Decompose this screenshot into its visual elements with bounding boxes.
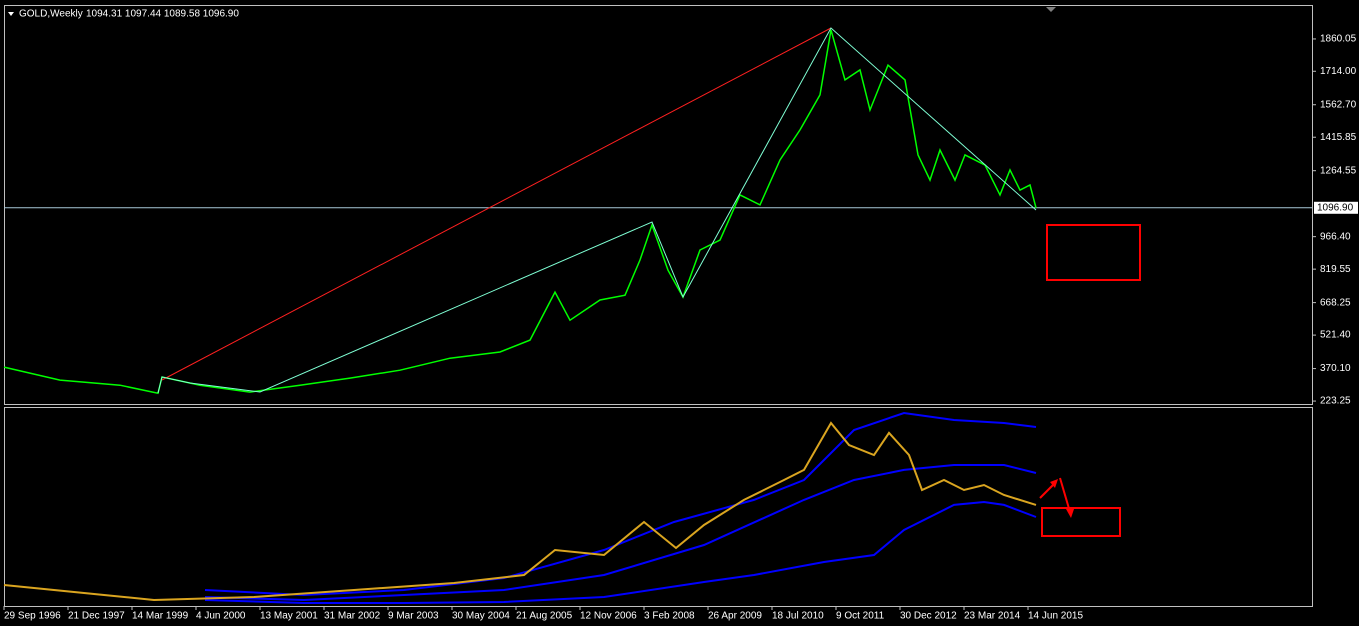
- x-tick-label: 21 Dec 1997: [68, 611, 125, 622]
- y-tick-label: 1264.55: [1320, 165, 1357, 176]
- price-line: [204, 500, 1037, 604]
- x-tick-label: 14 Mar 1999: [132, 611, 189, 622]
- y-tick-label: 1714.00: [1320, 66, 1357, 77]
- x-tick-label: 30 May 2004: [452, 611, 510, 622]
- x-tick-label: 12 Nov 2006: [580, 611, 637, 622]
- x-tick-label: 21 Aug 2005: [516, 611, 573, 622]
- bid-label: 1096.90: [1317, 202, 1354, 213]
- x-tick-label: 29 Sep 1996: [4, 611, 61, 622]
- price-line: [204, 411, 1037, 597]
- y-tick-label: 521.40: [1320, 330, 1351, 341]
- y-tick-label: 223.25: [1320, 396, 1351, 407]
- ohlc-values: 1094.31 1097.44 1089.58 1096.90: [86, 9, 239, 20]
- x-tick-label: 13 May 2001: [260, 611, 318, 622]
- arrow: [1059, 477, 1071, 513]
- x-tick-label: 9 Mar 2003: [388, 611, 439, 622]
- y-tick-label: 1415.85: [1320, 132, 1357, 143]
- target-box: [1046, 224, 1141, 281]
- price-line: [3, 29, 1037, 395]
- x-tick-label: 9 Oct 2011: [836, 611, 885, 622]
- x-tick-label: 14 Jun 2015: [1028, 611, 1083, 622]
- x-tick-label: 30 Dec 2012: [900, 611, 957, 622]
- arrow-head: [1050, 479, 1058, 488]
- y-tick-label: 819.55: [1320, 264, 1351, 275]
- y-tick-label: 370.10: [1320, 363, 1351, 374]
- x-tick-label: 26 Apr 2009: [708, 611, 762, 622]
- indicator-pane: [4, 407, 1313, 607]
- shift-marker: [1046, 7, 1056, 12]
- bid-label-box: [1314, 201, 1358, 214]
- trend-line: [161, 27, 832, 381]
- target-box: [1041, 507, 1121, 537]
- y-tick-label: 1562.70: [1320, 99, 1357, 110]
- price-line: [3, 421, 1037, 602]
- x-tick-label: 31 Mar 2002: [324, 611, 381, 622]
- drawings: [157, 27, 1141, 537]
- menu-arrow: [8, 12, 14, 16]
- x-tick-label: 23 Mar 2014: [964, 611, 1021, 622]
- price-line: [204, 464, 1037, 602]
- price-pane: [4, 5, 1313, 405]
- x-tick-label: 18 Jul 2010: [772, 611, 824, 622]
- y-tick-label: 668.25: [1320, 297, 1351, 308]
- symbol-title: GOLD,Weekly: [19, 9, 83, 20]
- zigzag-line: [157, 27, 1037, 394]
- y-tick-label: 1860.05: [1320, 34, 1357, 45]
- y-tick-label: 966.40: [1320, 231, 1351, 242]
- arrow-head: [1066, 509, 1074, 518]
- x-tick-label: 3 Feb 2008: [644, 611, 695, 622]
- x-tick-label: 4 Jun 2000: [196, 611, 246, 622]
